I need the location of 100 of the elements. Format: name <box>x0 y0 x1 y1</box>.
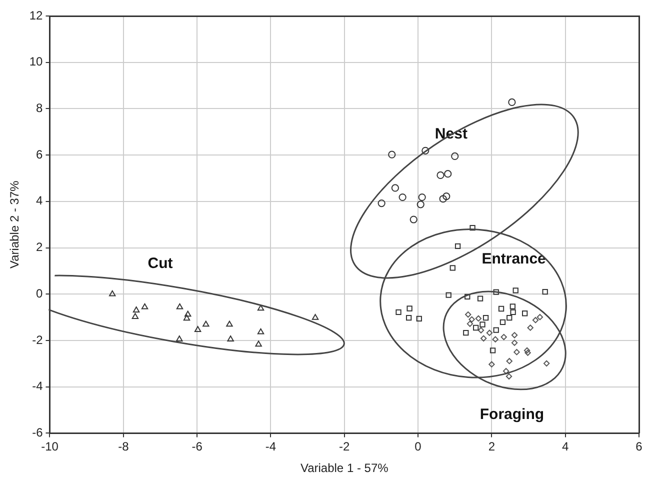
x-tick-label: 0 <box>414 440 422 454</box>
point <box>436 171 444 180</box>
point <box>468 316 475 322</box>
point <box>450 265 456 271</box>
point <box>506 373 512 380</box>
point <box>527 324 534 331</box>
point <box>257 328 264 334</box>
point <box>510 304 516 310</box>
point <box>442 192 450 200</box>
point <box>480 322 486 328</box>
x-tick-label: 2 <box>488 440 496 454</box>
point <box>543 360 550 367</box>
y-tick-label: 2 <box>36 240 44 254</box>
text: Foraging <box>480 406 544 423</box>
point <box>406 306 412 312</box>
point <box>176 303 184 310</box>
x-tick-label: -4 <box>265 440 276 454</box>
point <box>109 290 116 296</box>
point <box>406 314 412 321</box>
point <box>202 320 210 327</box>
point <box>492 336 498 342</box>
point <box>508 98 516 106</box>
point <box>493 327 499 333</box>
point <box>475 315 482 322</box>
point <box>498 306 504 312</box>
point <box>184 310 192 317</box>
point <box>522 310 528 316</box>
point <box>511 332 518 338</box>
point <box>510 309 516 316</box>
point <box>524 347 530 354</box>
point <box>132 313 139 319</box>
x-tick-label: -6 <box>192 440 203 454</box>
point <box>255 340 262 347</box>
x-tick-label: 4 <box>562 440 569 454</box>
point <box>500 334 507 340</box>
point <box>490 348 496 354</box>
x-axis-title: Variable 1 - 57% <box>300 461 389 476</box>
y-tick-label: -6 <box>32 426 44 440</box>
point <box>473 324 479 331</box>
point <box>524 350 531 356</box>
point <box>416 200 424 208</box>
text: Cut <box>148 255 173 272</box>
point <box>512 288 518 294</box>
point <box>514 348 520 356</box>
point <box>378 199 386 208</box>
point <box>463 330 469 336</box>
point <box>536 314 544 320</box>
point <box>465 311 472 318</box>
point <box>478 327 484 334</box>
point <box>451 152 459 160</box>
point <box>500 319 506 326</box>
point <box>391 184 399 192</box>
y-tick-label: 8 <box>36 101 44 116</box>
point <box>257 304 264 311</box>
point <box>422 146 430 154</box>
point <box>183 314 190 321</box>
x-tick-label: -8 <box>118 440 130 454</box>
point <box>446 292 452 298</box>
point <box>416 316 422 322</box>
x-tick-label: -10 <box>41 440 59 454</box>
point <box>444 170 452 178</box>
point <box>477 296 484 302</box>
point <box>488 361 495 368</box>
point <box>480 335 487 342</box>
point <box>227 336 234 342</box>
point <box>464 294 470 300</box>
point <box>542 288 548 295</box>
point <box>141 303 148 310</box>
y-tick-label: 12 <box>29 8 44 22</box>
point <box>396 309 402 316</box>
y-tick-label: 0 <box>36 286 44 300</box>
point <box>506 358 512 364</box>
point <box>466 320 474 327</box>
point <box>511 340 518 346</box>
point <box>470 225 476 231</box>
point <box>410 216 418 224</box>
point <box>176 336 183 342</box>
y-tick-label: 6 <box>36 147 44 162</box>
point <box>493 289 499 295</box>
point <box>194 326 202 332</box>
point <box>312 314 319 320</box>
point <box>502 368 510 374</box>
x-tick-label: 6 <box>636 440 643 454</box>
point <box>482 314 489 321</box>
y-tick-label: -2 <box>32 332 44 347</box>
point <box>454 243 461 249</box>
y-tick-label: 4 <box>36 194 44 208</box>
y-tick-label: -4 <box>32 379 44 394</box>
x-tick-label: -2 <box>339 440 350 454</box>
point <box>486 330 493 336</box>
series-label: Entrance <box>482 250 546 268</box>
point <box>388 150 396 158</box>
y-axis-title: Variable 2 - 37% <box>8 180 22 269</box>
point <box>532 316 539 324</box>
point <box>439 195 447 203</box>
point <box>226 320 233 327</box>
y-tick-label: 10 <box>29 54 44 69</box>
point <box>418 193 426 202</box>
point <box>398 193 406 202</box>
point <box>132 306 140 313</box>
